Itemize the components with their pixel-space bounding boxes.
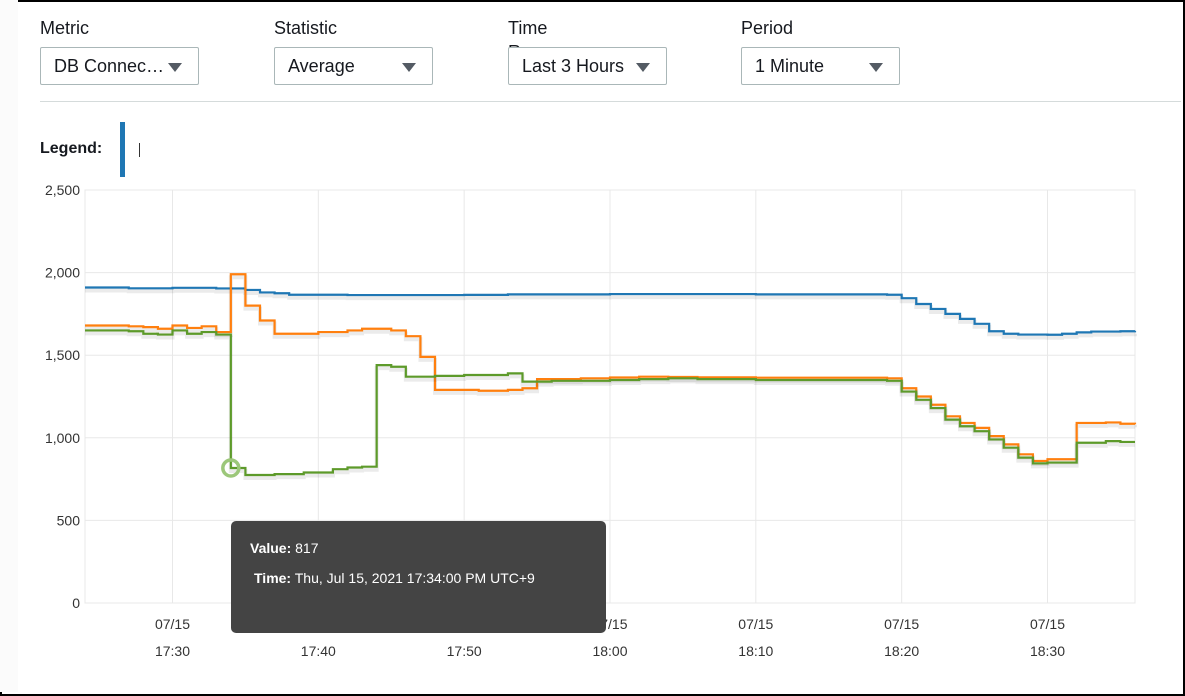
tooltip-value-label: Value: (250, 540, 292, 556)
y-tick-label: 0 (72, 595, 80, 611)
statistic-label: Statistic (274, 18, 338, 38)
series-shadow (85, 288, 1137, 340)
chevron-down-icon (869, 63, 883, 72)
tooltip-time: Thu, Jul 15, 2021 17:34:00 PM UTC+9 (294, 570, 535, 586)
divider (40, 101, 1181, 102)
period-value: 1 Minute (755, 56, 825, 76)
period-select[interactable]: 1 Minute (741, 47, 900, 85)
x-tick-date: 07/15 (1030, 616, 1065, 632)
metric-value: DB Connec… (54, 56, 165, 76)
chevron-down-icon (636, 63, 650, 72)
highlight-point (221, 458, 241, 478)
chart-series (85, 273, 1137, 480)
chevron-down-icon (402, 63, 416, 72)
tooltip-value-row: Value: 817 (250, 540, 319, 556)
y-tick-label: 1,000 (45, 430, 80, 446)
x-tick-date: 07/15 (884, 616, 919, 632)
legend-text-cursor (139, 143, 140, 157)
legend-label: Legend: (40, 140, 103, 157)
background-panel-edge (0, 0, 18, 692)
y-tick-label: 1,500 (45, 347, 80, 363)
period-label: Period (741, 18, 794, 38)
statistic-value: Average (288, 56, 355, 76)
x-tick-time: 17:40 (301, 643, 336, 659)
time-range-value: Last 3 Hours (522, 56, 625, 76)
metric-label: Metric (40, 18, 89, 38)
metric-select[interactable]: DB Connec… (40, 47, 199, 85)
statistic-select[interactable]: Average (274, 47, 433, 85)
tooltip-value: 817 (295, 540, 319, 556)
tooltip-time-label: Time: (254, 570, 292, 586)
x-tick-time: 18:30 (1030, 643, 1065, 659)
legend-swatch (120, 122, 125, 177)
x-tick-time: 17:50 (447, 643, 482, 659)
y-tick-label: 2,500 (45, 182, 80, 198)
chevron-down-icon (168, 63, 182, 72)
chart-highlight (221, 458, 241, 478)
x-tick-time: 18:10 (738, 643, 773, 659)
statistic-control: Statistic (274, 16, 337, 40)
x-tick-time: 18:20 (884, 643, 919, 659)
tooltip-time-row: Time: Thu, Jul 15, 2021 17:34:00 PM UTC+… (254, 570, 535, 586)
data-tooltip: Value: 817 Time: Thu, Jul 15, 2021 17:34… (231, 521, 606, 633)
series-shadow (85, 331, 1135, 480)
x-tick-time: 18:00 (592, 643, 627, 659)
time-range-select[interactable]: Last 3 Hours (508, 47, 667, 85)
x-tick-date: 07/15 (738, 616, 773, 632)
period-control: Period (741, 16, 793, 40)
metric-control: Metric (40, 16, 89, 40)
x-tick-date: 07/15 (155, 616, 190, 632)
series-line-0 (85, 286, 1137, 336)
series-line-2 (85, 329, 1135, 477)
y-tick-label: 2,000 (45, 265, 80, 281)
y-axis-ticks: 0 500 1,000 1,500 2,000 2,500 (45, 182, 80, 611)
y-tick-label: 500 (57, 512, 81, 528)
x-tick-time: 17:30 (155, 643, 190, 659)
